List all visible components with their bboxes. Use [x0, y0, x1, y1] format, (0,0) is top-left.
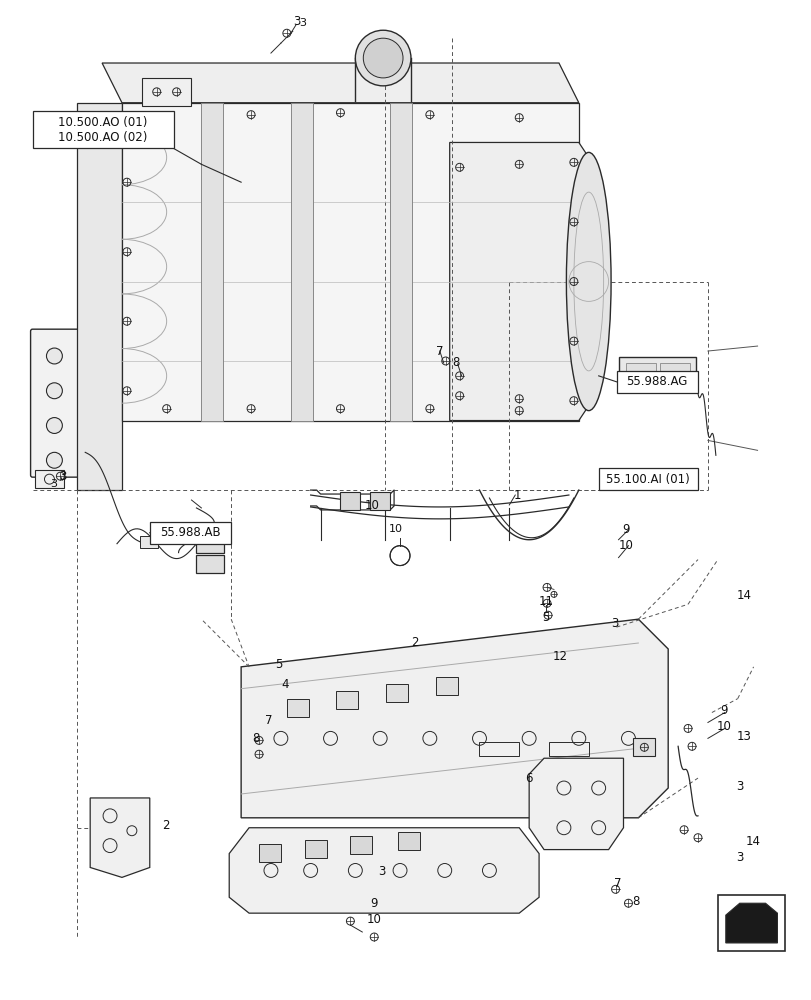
Bar	[139, 536, 157, 548]
Polygon shape	[241, 619, 667, 818]
Text: 3: 3	[735, 851, 743, 864]
Bar	[35, 470, 64, 488]
Text: 12: 12	[551, 650, 567, 663]
Text: 7: 7	[436, 345, 443, 358]
Bar	[386, 684, 407, 702]
Circle shape	[355, 30, 410, 86]
Bar	[717, 895, 784, 951]
Text: 2: 2	[410, 636, 418, 649]
Text: 5: 5	[542, 611, 549, 624]
Text: 8: 8	[632, 895, 639, 908]
Text: 10: 10	[364, 499, 380, 512]
Circle shape	[46, 418, 62, 433]
Text: 3: 3	[293, 15, 300, 28]
Text: 10: 10	[388, 524, 402, 534]
Bar	[196, 535, 224, 553]
Text: 3: 3	[735, 780, 743, 793]
Text: 3: 3	[610, 617, 617, 630]
Text: 8: 8	[452, 356, 459, 369]
Ellipse shape	[566, 152, 611, 411]
Text: 3: 3	[58, 470, 66, 483]
Bar	[616, 371, 697, 393]
Bar	[142, 78, 191, 106]
Text: 55.988.AG: 55.988.AG	[626, 375, 687, 388]
Text: 3: 3	[378, 865, 385, 878]
Text: 1: 1	[513, 489, 521, 502]
Bar	[286, 699, 308, 717]
Bar	[626, 363, 655, 383]
Text: 6: 6	[525, 772, 532, 785]
Polygon shape	[229, 828, 539, 913]
Text: 3: 3	[298, 18, 306, 28]
Text: 10: 10	[618, 539, 633, 552]
Text: 4: 4	[281, 678, 288, 691]
Text: 9: 9	[370, 897, 377, 910]
Bar	[389, 103, 411, 421]
Polygon shape	[529, 758, 623, 850]
Bar	[397, 832, 419, 850]
Bar	[304, 840, 326, 858]
Bar	[149, 522, 231, 544]
Text: 55.100.AI (01): 55.100.AI (01)	[606, 473, 689, 486]
FancyBboxPatch shape	[31, 329, 79, 477]
Text: 14: 14	[745, 835, 760, 848]
Text: 9: 9	[622, 523, 629, 536]
Bar	[598, 468, 697, 490]
Circle shape	[46, 452, 62, 468]
Bar	[201, 103, 223, 421]
Text: 10: 10	[715, 720, 731, 733]
Bar	[618, 357, 695, 392]
Bar	[370, 492, 389, 510]
Circle shape	[46, 348, 62, 364]
Text: 7: 7	[613, 877, 620, 890]
Circle shape	[46, 383, 62, 399]
Text: 11: 11	[538, 595, 553, 608]
Text: 10: 10	[367, 913, 381, 926]
Text: 55.988.AB: 55.988.AB	[160, 526, 221, 539]
Bar	[548, 742, 588, 756]
Polygon shape	[725, 903, 776, 943]
Polygon shape	[122, 103, 578, 421]
Polygon shape	[102, 63, 578, 103]
Bar	[259, 844, 281, 862]
Bar	[659, 363, 689, 383]
Bar	[350, 836, 371, 854]
Bar	[436, 677, 457, 695]
Text: 5: 5	[275, 658, 282, 671]
Bar	[479, 742, 518, 756]
Text: 9: 9	[719, 704, 727, 717]
Text: 10.500.AO (01)
10.500.AO (02): 10.500.AO (01) 10.500.AO (02)	[58, 116, 148, 144]
Bar	[290, 103, 312, 421]
Text: 13: 13	[736, 730, 750, 743]
Bar	[336, 691, 358, 709]
Text: 14: 14	[736, 589, 750, 602]
Circle shape	[363, 38, 402, 78]
Text: 2: 2	[161, 819, 169, 832]
Bar	[633, 738, 654, 756]
Bar	[340, 492, 360, 510]
Text: 3: 3	[50, 479, 58, 489]
Bar	[196, 555, 224, 573]
Bar	[32, 111, 174, 148]
Polygon shape	[449, 142, 598, 421]
Text: 7: 7	[265, 714, 272, 727]
Polygon shape	[90, 798, 149, 877]
Polygon shape	[77, 103, 122, 490]
Text: 8: 8	[252, 732, 260, 745]
